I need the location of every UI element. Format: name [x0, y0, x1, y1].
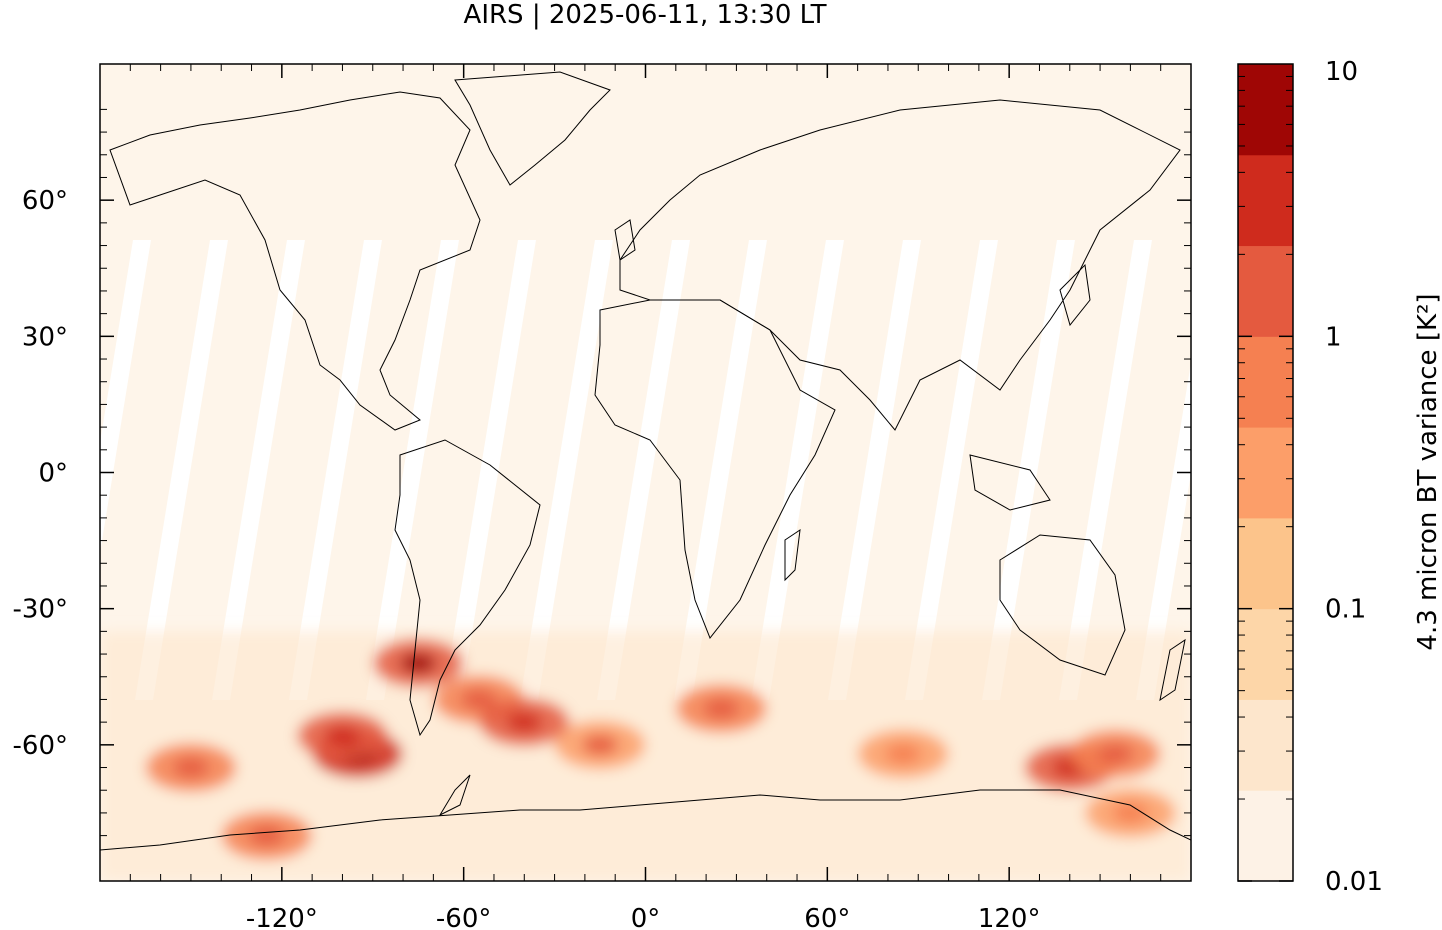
coastline-antarctic-peninsula: [438, 774, 471, 817]
swath-gap: [520, 240, 613, 700]
colorbar-segment: [1238, 336, 1293, 428]
variance-hotspot-core: [400, 653, 437, 674]
colorbar-segment: [1238, 608, 1293, 700]
coastline-antarctica: [100, 789, 1191, 851]
longitude-tick-label: 120°: [978, 904, 1041, 930]
colorbar-tick-label: 10: [1325, 57, 1358, 87]
variance-hotspot-core: [248, 825, 285, 846]
latitude-tick-label: -60°: [13, 731, 68, 761]
map-title: AIRS | 2025-06-11, 13:30 LT: [463, 0, 827, 30]
colorbar-segment: [1238, 699, 1293, 791]
swath-gap: [289, 240, 382, 700]
coastline-south-america: [394, 439, 541, 737]
colorbar-ticks: [1238, 75, 1293, 882]
longitude-tick-label: -120°: [246, 904, 318, 930]
coastlines: [100, 71, 1191, 851]
variance-hotspot-core: [885, 743, 922, 764]
colorbar-segment: [1238, 517, 1293, 610]
latitude-tick-label: 0°: [38, 459, 68, 489]
variance-hotspot-core: [582, 734, 619, 755]
variance-hotspot-core: [1097, 743, 1134, 764]
swath-gap: [751, 240, 844, 700]
swath-gap: [1059, 240, 1152, 700]
longitude-tick-label: 60°: [804, 904, 850, 930]
colorbar-tick-label: 1: [1325, 322, 1342, 352]
swath-gap: [135, 240, 228, 700]
colorbar-segment: [1238, 790, 1293, 882]
latitude-tick-label: 60°: [22, 186, 68, 216]
coastline-north-america: [109, 91, 481, 431]
colorbar-frame: [1237, 63, 1294, 882]
colorbar-segment: [1238, 245, 1293, 337]
latitude-tick-label: -30°: [13, 595, 68, 625]
longitude-tick-label: 0°: [631, 904, 661, 930]
variance-hotspot-core: [1112, 802, 1149, 823]
variance-hotspot-core: [703, 698, 740, 719]
variance-hotspot-core: [460, 689, 497, 710]
coastline-new-zealand: [1159, 638, 1186, 702]
map-plot-area: [100, 64, 1191, 881]
coastline-japan: [1059, 263, 1091, 327]
latitude-tick-label: 30°: [22, 322, 68, 352]
colorbar-tick-label: 0.1: [1325, 595, 1366, 625]
swath-gap: [366, 240, 459, 700]
latitude-labels: 60° 30° 0° -30° -60°: [13, 186, 68, 761]
colorbar-tick-labels: 0.01 0.1 1 10: [1325, 57, 1383, 897]
colorbar-segment: [1238, 154, 1293, 247]
swath-gap: [212, 240, 305, 700]
colorbar-segment: [1238, 427, 1293, 519]
colorbar: [1238, 64, 1293, 882]
coastline-eurasia: [619, 99, 1181, 431]
variance-hotspot-core: [172, 757, 209, 778]
swath-gap: [905, 240, 998, 700]
coastline-greenland: [454, 71, 611, 186]
swath-gap: [100, 240, 151, 553]
swath-gap: [443, 240, 536, 700]
longitude-tick-label: -60°: [436, 904, 491, 930]
swath-gap: [828, 240, 921, 700]
satellite-swath-gaps: [100, 240, 1191, 700]
variance-hotspot-core: [506, 712, 543, 733]
colorbar-tick-label: 0.01: [1325, 867, 1383, 897]
coastline-madagascar: [784, 528, 801, 582]
map-major-ticks: [100, 64, 1191, 881]
variance-hotspots: [100, 631, 1191, 881]
coastline-uk: [614, 219, 636, 261]
map-minor-ticks: [100, 64, 1191, 881]
swath-gap: [597, 240, 690, 700]
swath-gap: [674, 240, 767, 700]
colorbar-label: 4.3 micron BT variance [K²]: [1413, 293, 1442, 650]
longitude-labels: -120° -60° 0° 60° 120°: [246, 904, 1041, 930]
swath-gap: [1136, 362, 1191, 700]
colorbar-segment: [1238, 64, 1293, 156]
coastline-australia: [999, 534, 1126, 676]
coastline-borneo-indonesia: [969, 454, 1051, 511]
variance-hotspot-core: [324, 725, 361, 746]
